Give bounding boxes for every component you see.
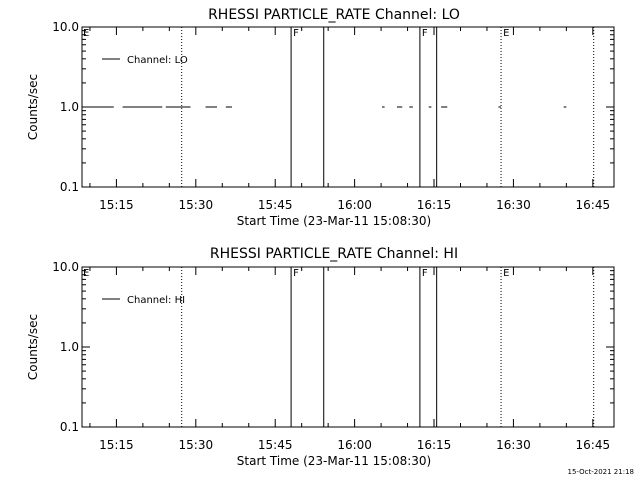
event-marker-label: F bbox=[422, 28, 428, 39]
y-tick-label: 10.0 bbox=[52, 260, 79, 274]
x-tick-label: 15:45 bbox=[258, 198, 293, 212]
footer-timestamp: 15-Oct-2021 21:18 bbox=[567, 468, 634, 476]
legend-label: Channel: HI bbox=[127, 295, 185, 306]
y-tick-label: 10.0 bbox=[52, 20, 79, 34]
x-tick-label: 15:30 bbox=[179, 198, 214, 212]
x-tick-label: 16:45 bbox=[576, 198, 611, 212]
x-tick-label: 15:15 bbox=[99, 438, 134, 452]
y-tick-label: 1.0 bbox=[60, 100, 79, 114]
x-axis-label: Start Time (23-Mar-11 15:08:30) bbox=[237, 214, 431, 228]
chart-title: RHESSI PARTICLE_RATE Channel: HI bbox=[210, 246, 458, 262]
event-marker-label: F bbox=[293, 28, 299, 39]
x-tick-label: 15:45 bbox=[258, 438, 293, 452]
plot-frame bbox=[81, 266, 615, 428]
y-tick-label: 0.1 bbox=[60, 180, 79, 194]
y-axis-label: Counts/sec bbox=[26, 74, 40, 140]
x-axis-label: Start Time (23-Mar-11 15:08:30) bbox=[237, 454, 431, 468]
x-tick-label: 15:15 bbox=[99, 198, 134, 212]
y-tick-label: 1.0 bbox=[60, 340, 79, 354]
x-tick-label: 16:15 bbox=[417, 438, 452, 452]
y-axis-label: Counts/sec bbox=[26, 314, 40, 380]
x-tick-label: 16:15 bbox=[417, 198, 452, 212]
event-marker-label: E bbox=[503, 268, 509, 279]
x-tick-label: 16:30 bbox=[496, 198, 531, 212]
edge-marker-label: E bbox=[83, 268, 89, 279]
x-tick-label: 16:45 bbox=[576, 438, 611, 452]
x-tick-label: 16:00 bbox=[337, 198, 372, 212]
chart-title: RHESSI PARTICLE_RATE Channel: LO bbox=[208, 7, 460, 23]
x-tick-label: 15:30 bbox=[179, 438, 214, 452]
chart-panel-1: RHESSI PARTICLE_RATE Channel: LO 0.1 1.0 10… bbox=[26, 7, 615, 228]
event-marker-label: E bbox=[503, 28, 509, 39]
x-tick-label: 16:00 bbox=[337, 438, 372, 452]
y-tick-label: 0.1 bbox=[60, 420, 79, 434]
event-marker-label: F bbox=[293, 268, 299, 279]
chart-panel-2: RHESSI PARTICLE_RATE Channel: HI 0.1 1.0 10… bbox=[26, 246, 615, 468]
x-tick-label: 16:30 bbox=[496, 438, 531, 452]
edge-marker-label: E bbox=[83, 28, 89, 39]
event-marker-label: F bbox=[422, 268, 428, 279]
legend-label: Channel: LO bbox=[127, 55, 188, 66]
